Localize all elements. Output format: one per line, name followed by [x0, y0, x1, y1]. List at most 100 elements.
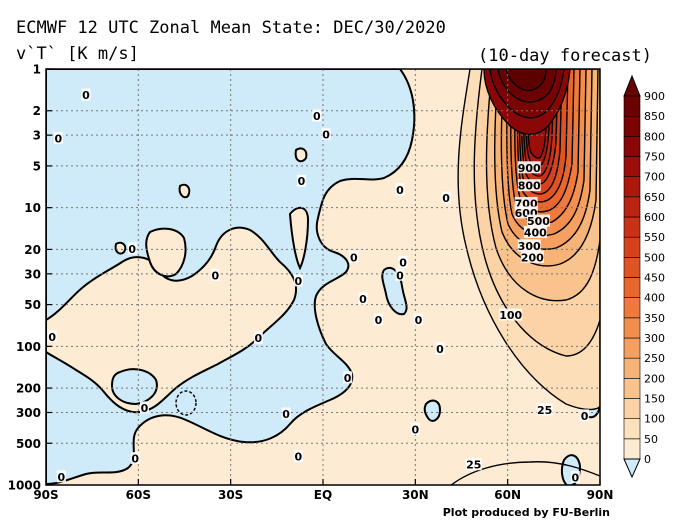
colorbar-swatch	[623, 176, 641, 198]
contour-label-bg	[465, 458, 482, 471]
contour-label-bg	[296, 174, 306, 187]
contour-label-bg	[343, 371, 353, 384]
forecast-note: (10-day forecast)	[478, 46, 652, 66]
contour-label: 0	[54, 133, 62, 146]
chart-title: ECMWF 12 UTC Zonal Mean State: DEC/30/20…	[16, 18, 446, 38]
contour-label-bg	[441, 191, 451, 204]
colorbar-label: 650	[644, 191, 665, 204]
positive-island-6	[114, 241, 127, 255]
contour-label-bg	[321, 128, 331, 141]
x-tick-label: 30S	[218, 488, 243, 502]
colorbar-label: 300	[644, 332, 665, 345]
contour-label-bg	[293, 274, 303, 287]
contour-label: 0	[396, 269, 404, 282]
contour-label: 0	[313, 110, 321, 123]
contour-label: 400	[524, 226, 547, 239]
colorbar-label: 50	[644, 433, 658, 446]
positive-island-5	[178, 183, 191, 199]
contour-label: 0	[581, 410, 589, 423]
colorbar-swatch	[623, 378, 641, 399]
colorbar-label: 400	[644, 292, 665, 305]
contour-label-bg	[53, 132, 63, 145]
colorbar-label: 450	[644, 272, 665, 285]
contour-label-bg	[413, 313, 423, 326]
colorbar-swatch	[623, 357, 641, 379]
y-tick-label: 3	[33, 129, 41, 143]
colorbar-swatch	[623, 196, 641, 218]
contour-label-bg	[520, 250, 544, 263]
colorbar-bottom-arrow	[623, 458, 641, 479]
contour-label: 0	[399, 256, 407, 269]
negative-pocket-1	[110, 368, 158, 406]
contour-label: 200	[521, 251, 544, 264]
contour-label: 0	[322, 129, 330, 142]
contour-label: 0	[572, 471, 580, 484]
positive-island-4	[294, 147, 308, 163]
colorbar-label: 750	[644, 151, 665, 164]
x-tick-label: 90S	[33, 488, 58, 502]
contour-label: 0	[255, 332, 263, 345]
contour-label: 0	[295, 275, 303, 288]
contour-label-bg	[517, 239, 541, 252]
contour-label-bg	[373, 313, 383, 326]
contour-label-bg	[517, 161, 541, 174]
y-tick-label: 30	[24, 267, 41, 281]
colorbar-label: 100	[644, 413, 665, 426]
contour-label: 0	[211, 269, 219, 282]
colorbar-swatch	[623, 115, 641, 137]
contour-label: 900	[518, 162, 541, 175]
colorbar-swatch	[623, 236, 641, 258]
x-tick-label: 30N	[402, 488, 429, 502]
colorbar: 0 50 100 150 200 250 300 350 400 450 500 550 600 650 7…	[623, 74, 665, 479]
contour-label-bg	[56, 470, 66, 483]
colorbar-swatch	[623, 337, 641, 359]
x-tick-label: 60N	[494, 488, 521, 502]
contour-label-bg	[514, 196, 538, 209]
y-tick-label: 2	[33, 104, 41, 118]
positive-contours	[450, 69, 600, 485]
contour-label: 0	[282, 408, 290, 421]
dashed-negative-contour	[175, 390, 197, 416]
contour-label: 0	[295, 451, 303, 464]
x-tick-label: 90N	[587, 488, 614, 502]
contour-label-bg	[523, 225, 547, 238]
contour-label-bg	[580, 409, 590, 422]
contour-label-bg	[47, 330, 57, 343]
contour-label-bg	[349, 250, 359, 263]
colorbar-swatch	[623, 257, 641, 278]
contour-label-bg	[293, 450, 303, 463]
colorbar-swatch	[623, 297, 641, 319]
contour-label-bg	[435, 342, 445, 355]
contour-label: 500	[527, 215, 550, 228]
contour-label-bg	[130, 452, 140, 465]
contour-label: 300	[518, 240, 541, 253]
contour-label: 0	[436, 343, 444, 356]
colorbar-swatch	[623, 95, 641, 117]
colorbar-label: 500	[644, 251, 665, 264]
colorbar-swatch	[623, 438, 641, 460]
contour-label-bg	[312, 109, 322, 122]
x-tick-label: 60S	[126, 488, 151, 502]
contour-label-bg	[570, 470, 580, 483]
y-tick-label: 100	[16, 340, 41, 354]
colorbar-label: 850	[644, 110, 665, 123]
y-tick-label: 1	[33, 63, 41, 77]
axes: 90S 60S 30S EQ 30N 60N 90N12351020305010020030…	[8, 63, 614, 503]
contour-label: 0	[82, 89, 90, 102]
y-tick-label: 500	[16, 437, 41, 451]
contour-label-bg	[139, 401, 149, 414]
negative-pocket-3	[423, 399, 442, 422]
contour-label: 0	[412, 423, 420, 436]
contour-label: 0	[415, 314, 423, 327]
credit-text: Plot produced by FU-Berlin	[443, 506, 610, 519]
y-tick-label: 50	[24, 298, 41, 312]
colorbar-label: 150	[644, 393, 665, 406]
contour-label-bg	[499, 308, 523, 321]
colorbar-label: 800	[644, 130, 665, 143]
contour-label-bg	[281, 407, 291, 420]
contour-label-bg	[81, 88, 91, 101]
contour-label-bg	[127, 242, 137, 255]
colorbar-swatch	[623, 216, 641, 238]
